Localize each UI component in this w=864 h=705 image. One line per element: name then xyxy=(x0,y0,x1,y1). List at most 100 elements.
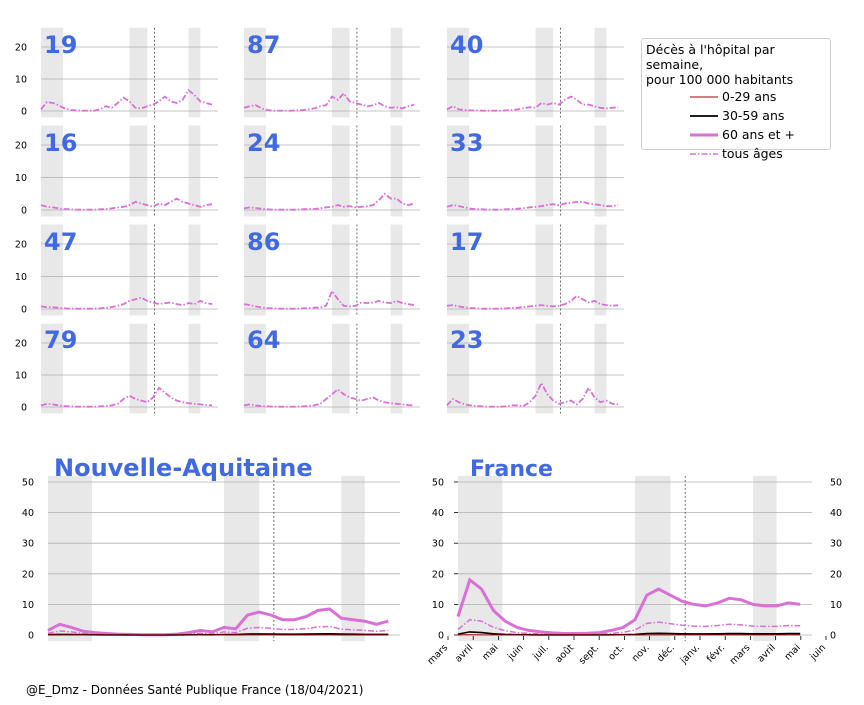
x-tick-label: août xyxy=(553,642,576,665)
y-tick-label: 0 xyxy=(830,631,836,642)
shaded-period xyxy=(535,125,554,217)
panel-title: 16 xyxy=(44,129,77,157)
x-tick-label: oct. xyxy=(606,642,626,662)
legend-item: tous âges xyxy=(646,144,826,163)
shaded-period xyxy=(535,323,554,414)
shaded-period xyxy=(244,323,266,414)
series-line xyxy=(446,294,619,310)
y-tick-label: 10 xyxy=(432,600,444,611)
shaded-period xyxy=(753,475,777,642)
y-tick-label: 20 xyxy=(432,569,444,580)
shaded-period xyxy=(332,125,350,217)
chart-panel: 40 xyxy=(446,27,624,118)
chart-panel: 17 xyxy=(446,224,624,316)
panel-title: 19 xyxy=(44,31,77,59)
shaded-period xyxy=(332,27,350,118)
panel-title: 79 xyxy=(44,326,77,354)
shaded-period xyxy=(594,224,607,316)
series-line xyxy=(446,380,619,408)
y-tick-label: 30 xyxy=(830,539,842,550)
shaded-period xyxy=(447,224,470,316)
y-tick-label: 20 xyxy=(22,569,34,580)
x-tick-label: nov. xyxy=(630,642,652,664)
panel-title: 33 xyxy=(450,129,483,157)
chart-panel: 33 xyxy=(446,125,624,217)
y-tick-label: 40 xyxy=(830,508,842,519)
shaded-period xyxy=(129,323,148,414)
series-line xyxy=(446,200,619,211)
y-tick-label: 20 xyxy=(830,569,842,580)
legend-swatch-all-ages xyxy=(690,153,718,155)
series-line xyxy=(456,577,801,635)
series-line xyxy=(243,388,415,408)
panel-title: 17 xyxy=(450,228,483,256)
legend-title-line1: Décès à l'hôpital par semaine, xyxy=(646,42,775,72)
legend-swatch-60-plus xyxy=(690,133,718,137)
chart-panel: 0 10 20 30 40 50 0 10 20 30 40 50 France xyxy=(432,457,842,642)
y-tick-label: 20 xyxy=(15,339,27,350)
y-tick-label: 40 xyxy=(22,508,34,519)
y-tick-label: 10 xyxy=(22,600,34,611)
x-tick-label: janv. xyxy=(678,642,702,666)
chart-panel: 0 10 20 79 xyxy=(15,323,218,414)
y-tick-label: 30 xyxy=(22,539,34,550)
x-tick-label: févr. xyxy=(705,642,728,665)
shaded-period xyxy=(332,323,350,414)
panel-title: Nouvelle-Aquitaine xyxy=(54,454,313,482)
y-tick-label: 10 xyxy=(830,600,842,611)
shaded-period xyxy=(458,475,503,642)
x-tick-label: mars xyxy=(728,642,753,667)
panel-title: 40 xyxy=(450,31,483,59)
chart-panel: 86 xyxy=(243,224,420,316)
shaded-period xyxy=(41,27,64,118)
chart-panel: 0 10 20 47 xyxy=(15,224,218,316)
x-tick-label: mars xyxy=(425,642,450,667)
x-tick-label: juin xyxy=(807,642,828,663)
panel-title: 47 xyxy=(44,228,77,256)
x-tick-label: juin xyxy=(505,642,526,663)
y-tick-label: 0 xyxy=(21,403,27,414)
chart-panel: 24 xyxy=(243,125,420,217)
shaded-period xyxy=(535,224,554,316)
x-tick-label: mai xyxy=(783,642,803,662)
shaded-period xyxy=(41,224,64,316)
panel-title: 87 xyxy=(247,31,280,59)
legend-swatch-0-29 xyxy=(690,96,718,98)
y-tick-label: 20 xyxy=(15,43,27,54)
shaded-period xyxy=(48,475,92,642)
shaded-period xyxy=(129,224,148,316)
chart-panel: 0 10 20 19 xyxy=(15,27,218,118)
panel-title: 64 xyxy=(247,326,280,354)
y-tick-label: 10 xyxy=(15,75,27,86)
shaded-period xyxy=(129,27,148,118)
legend: Décès à l'hôpital par semaine, pour 100 … xyxy=(641,38,831,161)
legend-label: 30-59 ans xyxy=(722,108,785,123)
chart-panel: 0 10 20 30 40 50 Nouvelle-Aquitaine xyxy=(22,454,400,642)
y-tick-label: 0 xyxy=(28,631,34,642)
series-line xyxy=(40,386,213,408)
shaded-period xyxy=(390,27,403,118)
legend-item: 30-59 ans xyxy=(646,106,826,125)
panel-title: France xyxy=(470,457,553,482)
series-line xyxy=(47,607,389,637)
y-tick-label: 50 xyxy=(830,478,842,489)
shaded-period xyxy=(188,323,201,414)
legend-item: 0-29 ans xyxy=(646,87,826,106)
x-tick-label: juil. xyxy=(530,642,550,662)
x-tick-label: mai xyxy=(480,642,500,662)
panel-title: 86 xyxy=(247,228,280,256)
panel-title: 24 xyxy=(247,129,280,157)
legend-label: tous âges xyxy=(722,146,783,161)
shaded-period xyxy=(594,125,607,217)
series-line xyxy=(457,618,801,636)
y-tick-label: 10 xyxy=(15,371,27,382)
y-tick-label: 30 xyxy=(432,539,444,550)
shaded-period xyxy=(594,27,607,118)
shaded-period xyxy=(594,323,607,414)
legend-swatch-30-59 xyxy=(690,115,718,117)
series-line xyxy=(243,192,415,211)
shaded-period xyxy=(188,27,201,118)
shaded-period xyxy=(224,475,260,642)
series-line xyxy=(40,88,213,112)
